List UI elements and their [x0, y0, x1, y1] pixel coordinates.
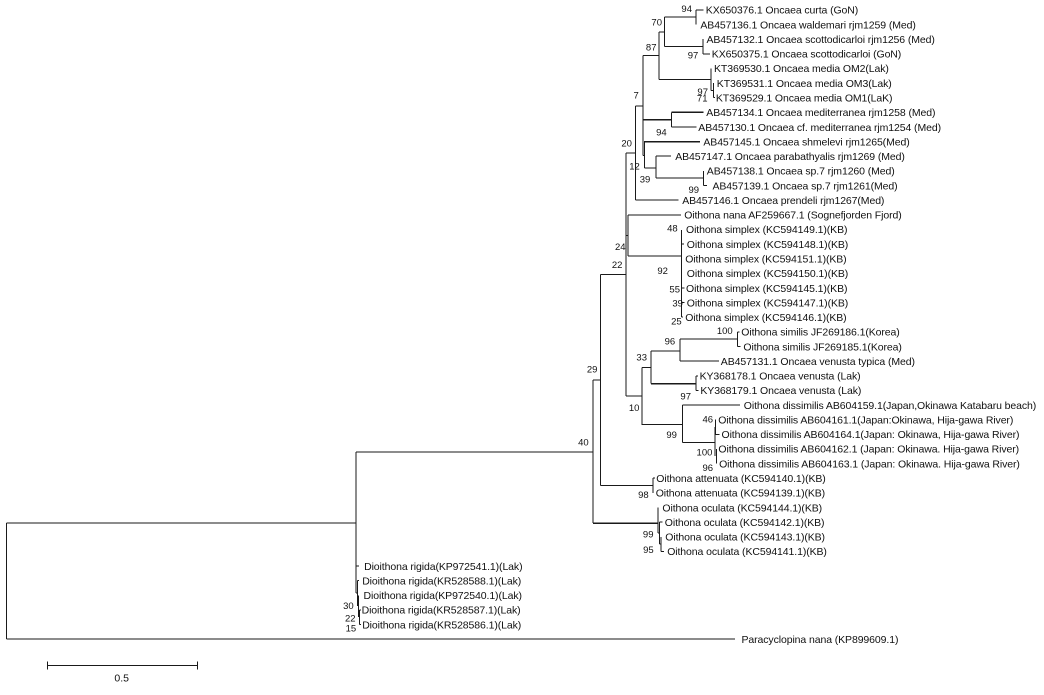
- svg-text:70: 70: [651, 18, 662, 29]
- svg-text:Oithona dissimilis AB604163.1: Oithona dissimilis AB604163.1 (Japan: Ok…: [719, 458, 1020, 470]
- svg-text:48: 48: [667, 223, 678, 234]
- svg-text:95: 95: [643, 545, 654, 556]
- svg-text:KT369530.1 Oncaea media OM2(La: KT369530.1 Oncaea media OM2(Lak): [714, 63, 889, 75]
- svg-text:AB457139.1 Oncaea sp.7 rjm1261: AB457139.1 Oncaea sp.7 rjm1261(Med): [713, 180, 898, 192]
- svg-text:Oithona oculata (KC594143.1)(K: Oithona oculata (KC594143.1)(KB): [665, 532, 825, 544]
- svg-text:7: 7: [634, 91, 639, 102]
- svg-text:94: 94: [681, 4, 692, 15]
- svg-text:KT369529.1 Oncaea media OM1(La: KT369529.1 Oncaea media OM1(LaK): [716, 93, 893, 105]
- svg-text:22: 22: [612, 260, 623, 271]
- svg-text:99: 99: [643, 530, 654, 541]
- svg-text:96: 96: [665, 336, 676, 347]
- svg-text:97: 97: [680, 391, 691, 402]
- svg-text:39: 39: [672, 299, 683, 310]
- svg-text:Oithona simplex (KC594150.1)(K: Oithona simplex (KC594150.1)(KB): [687, 268, 848, 280]
- svg-text:39: 39: [640, 174, 651, 185]
- svg-text:99: 99: [689, 185, 700, 196]
- svg-text:Dioithona rigida(KR528588.1)(L: Dioithona rigida(KR528588.1)(Lak): [362, 576, 521, 588]
- svg-text:33: 33: [636, 352, 647, 363]
- svg-text:AB457134.1 Oncaea mediterranea: AB457134.1 Oncaea mediterranea rjm1258 (…: [706, 107, 935, 119]
- svg-text:40: 40: [578, 438, 589, 449]
- svg-text:Oithona oculata (KC594142.1)(K: Oithona oculata (KC594142.1)(KB): [665, 517, 825, 529]
- svg-text:Oithona attenuata (KC594140.1): Oithona attenuata (KC594140.1)(KB): [656, 473, 825, 485]
- svg-text:Dioithona rigida(KP972540.1)(L: Dioithona rigida(KP972540.1)(Lak): [364, 590, 522, 602]
- svg-text:24: 24: [615, 242, 626, 253]
- svg-text:AB457132.1 Oncaea scottodicarl: AB457132.1 Oncaea scottodicarloi rjm1256…: [707, 34, 935, 46]
- svg-text:Oithona dissimilis AB604162.1: Oithona dissimilis AB604162.1 (Japan: Ok…: [718, 444, 1019, 456]
- svg-text:KX650376.1 Oncaea curta (GoN): KX650376.1 Oncaea curta (GoN): [706, 5, 858, 17]
- svg-text:Oithona dissimilis AB604159.1(: Oithona dissimilis AB604159.1(Japan,Okin…: [744, 400, 1036, 412]
- svg-text:97: 97: [688, 50, 699, 61]
- svg-text:25: 25: [671, 317, 682, 328]
- svg-text:Oithona simplex (KC594145.1)(K: Oithona simplex (KC594145.1)(KB): [686, 283, 847, 295]
- svg-text:AB457146.1 Oncaea prendeli rjm: AB457146.1 Oncaea prendeli rjm1267(Med): [682, 195, 884, 207]
- svg-text:Paracyclopina nana (KP899609.1: Paracyclopina nana (KP899609.1): [742, 634, 899, 646]
- svg-text:Oithona oculata (KC594141.1)(K: Oithona oculata (KC594141.1)(KB): [667, 546, 827, 558]
- svg-text:20: 20: [621, 139, 632, 150]
- svg-text:KY368179.1 Oncaea venusta (Lak: KY368179.1 Oncaea venusta (Lak): [700, 385, 861, 397]
- svg-text:12: 12: [629, 162, 640, 173]
- svg-text:KT369531.1 Oncaea media OM3(La: KT369531.1 Oncaea media OM3(Lak): [717, 78, 892, 90]
- svg-text:0.5: 0.5: [114, 673, 129, 685]
- svg-text:Oithona similis JF269185.1(Kor: Oithona similis JF269185.1(Korea): [743, 341, 901, 353]
- svg-text:87: 87: [646, 43, 657, 54]
- svg-text:Oithona similis JF269186.1(Kor: Oithona similis JF269186.1(Korea): [741, 327, 899, 339]
- svg-text:Oithona oculata (KC594144.1)(K: Oithona oculata (KC594144.1)(KB): [662, 502, 822, 514]
- svg-text:AB457130.1 Oncaea cf. mediterr: AB457130.1 Oncaea cf. mediterranea rjm12…: [698, 122, 941, 134]
- svg-text:98: 98: [638, 490, 649, 501]
- svg-text:29: 29: [587, 365, 598, 376]
- svg-text:15: 15: [346, 623, 357, 634]
- svg-text:10: 10: [629, 403, 640, 414]
- svg-text:Oithona dissimilis AB604164.1(: Oithona dissimilis AB604164.1(Japan: Oki…: [722, 429, 1020, 441]
- svg-text:AB457145.1 Oncaea shmelevi rjm: AB457145.1 Oncaea shmelevi rjm1265(Med): [703, 136, 909, 148]
- svg-text:AB457147.1 Oncaea parabathyali: AB457147.1 Oncaea parabathyalis rjm1269 …: [675, 151, 905, 163]
- svg-text:AB457131.1 Oncaea venusta typi: AB457131.1 Oncaea venusta typica (Med): [721, 356, 915, 368]
- svg-text:55: 55: [669, 285, 680, 296]
- svg-text:KX650375.1 Oncaea scottodicarl: KX650375.1 Oncaea scottodicarloi (GoN): [712, 49, 901, 61]
- svg-text:KY368178.1 Oncaea venusta (Lak: KY368178.1 Oncaea venusta (Lak): [700, 371, 861, 383]
- svg-text:Oithona simplex (KC594146.1)(K: Oithona simplex (KC594146.1)(KB): [685, 312, 846, 324]
- svg-text:30: 30: [343, 601, 354, 612]
- svg-text:Dioithona rigida(KP972541.1)(L: Dioithona rigida(KP972541.1)(Lak): [364, 561, 522, 573]
- svg-text:Oithona attenuata (KC594139.1): Oithona attenuata (KC594139.1)(KB): [656, 488, 825, 500]
- svg-text:Oithona simplex (KC594149.1)(K: Oithona simplex (KC594149.1)(KB): [686, 224, 847, 236]
- svg-text:94: 94: [656, 128, 667, 139]
- svg-text:Oithona simplex (KC594148.1)(K: Oithona simplex (KC594148.1)(KB): [687, 239, 848, 251]
- svg-text:22: 22: [345, 613, 356, 624]
- svg-text:100: 100: [717, 326, 733, 337]
- svg-text:100: 100: [697, 447, 713, 458]
- svg-text:92: 92: [657, 266, 668, 277]
- svg-text:46: 46: [703, 415, 714, 426]
- svg-text:Dioithona rigida(KR528586.1)(L: Dioithona rigida(KR528586.1)(Lak): [362, 619, 521, 631]
- svg-text:99: 99: [666, 430, 677, 441]
- svg-text:Oithona dissimilis AB604161.1(: Oithona dissimilis AB604161.1(Japan:Okin…: [718, 415, 1013, 427]
- svg-text:96: 96: [703, 463, 714, 474]
- svg-text:AB457138.1 Oncaea sp.7 rjm1260: AB457138.1 Oncaea sp.7 rjm1260 (Med): [707, 166, 895, 178]
- svg-text:97: 97: [697, 87, 708, 98]
- svg-text:Dioithona rigida(KR528587.1)(L: Dioithona rigida(KR528587.1)(Lak): [362, 605, 521, 617]
- svg-text:Oithona simplex (KC594147.1)(K: Oithona simplex (KC594147.1)(KB): [687, 297, 848, 309]
- svg-text:71: 71: [697, 94, 708, 105]
- svg-text:AB457136.1 Oncaea waldemari rj: AB457136.1 Oncaea waldemari rjm1259 (Med…: [700, 19, 915, 31]
- svg-text:Oithona simplex (KC594151.1)(K: Oithona simplex (KC594151.1)(KB): [685, 254, 846, 266]
- svg-text:Oithona nana AF259667.1 (Sogne: Oithona nana AF259667.1 (Sognefjorden Fj…: [684, 210, 901, 222]
